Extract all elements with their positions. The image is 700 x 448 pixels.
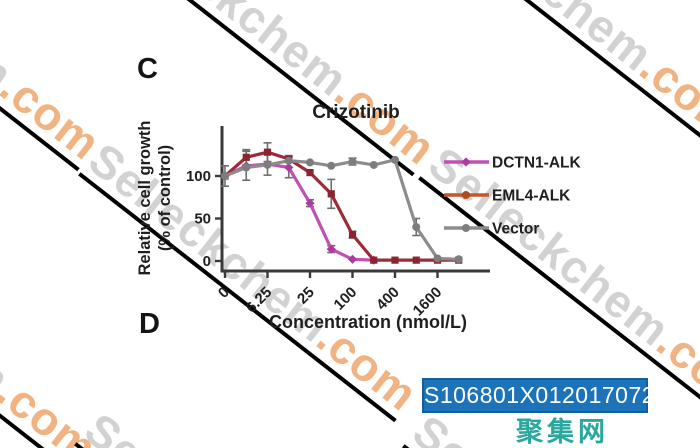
data-point-marker <box>263 160 272 169</box>
legend-label: Vector <box>492 221 539 238</box>
panel-label-c: C <box>137 53 158 85</box>
data-point-marker <box>306 158 314 167</box>
x-tick-label: 0 <box>215 284 233 302</box>
data-point-marker <box>326 244 336 254</box>
data-point-marker <box>327 161 336 170</box>
series-line <box>223 150 459 262</box>
panel-label-d: D <box>139 308 160 340</box>
data-point-marker <box>347 254 358 264</box>
data-point-marker <box>391 256 399 264</box>
y-tick-label: 100 <box>186 168 211 185</box>
data-point-marker <box>348 157 357 166</box>
data-point-marker <box>263 148 272 156</box>
y-tick-label: 50 <box>194 211 211 228</box>
x-tick-label: 25 <box>294 284 318 308</box>
data-point-marker <box>391 155 399 164</box>
data-point-marker <box>242 163 251 172</box>
legend-swatch-marker <box>462 224 470 232</box>
y-axis-label-line2: (% of control) <box>156 145 174 251</box>
catalog-number-badge: S106801X0120170727 <box>422 378 668 413</box>
legend-label: EML4-ALK <box>492 188 571 205</box>
data-point-marker <box>412 223 421 231</box>
data-point-marker <box>242 153 250 161</box>
legend-label: DCTN1-ALK <box>492 155 581 172</box>
y-axis-label-line1: Relative cell growth <box>136 121 154 276</box>
x-tick-label: 100 <box>331 284 361 314</box>
data-point-marker <box>370 256 378 264</box>
data-point-marker <box>348 231 357 239</box>
legend-item-EML4-ALK: EML4-ALK <box>444 188 571 205</box>
legend-item-Vector: Vector <box>444 221 539 238</box>
data-point-marker <box>412 256 420 264</box>
series-EML4-ALK <box>221 142 463 264</box>
series-line <box>224 162 374 262</box>
data-point-marker <box>305 198 315 208</box>
legend-swatch-marker <box>462 191 470 199</box>
x-axis-label: Concentration (nmol/L) <box>269 312 467 332</box>
data-point-marker <box>284 156 293 165</box>
data-point-marker <box>454 255 463 264</box>
x-tick-label: 400 <box>373 284 403 314</box>
data-point-marker <box>306 169 314 177</box>
legend-item-DCTN1-ALK: DCTN1-ALK <box>444 155 581 172</box>
data-point-marker <box>369 160 378 169</box>
chart-title: Crizotinib <box>312 102 400 123</box>
juji-site-logo: 聚集网 <box>516 417 609 447</box>
data-point-marker <box>284 162 294 173</box>
data-point-marker <box>433 254 442 263</box>
data-point-marker <box>327 190 335 198</box>
series-line <box>224 158 459 261</box>
y-tick-label: 0 <box>203 253 211 270</box>
data-point-marker <box>221 172 229 180</box>
legend-swatch-marker <box>461 157 471 167</box>
series-Vector <box>221 155 463 264</box>
